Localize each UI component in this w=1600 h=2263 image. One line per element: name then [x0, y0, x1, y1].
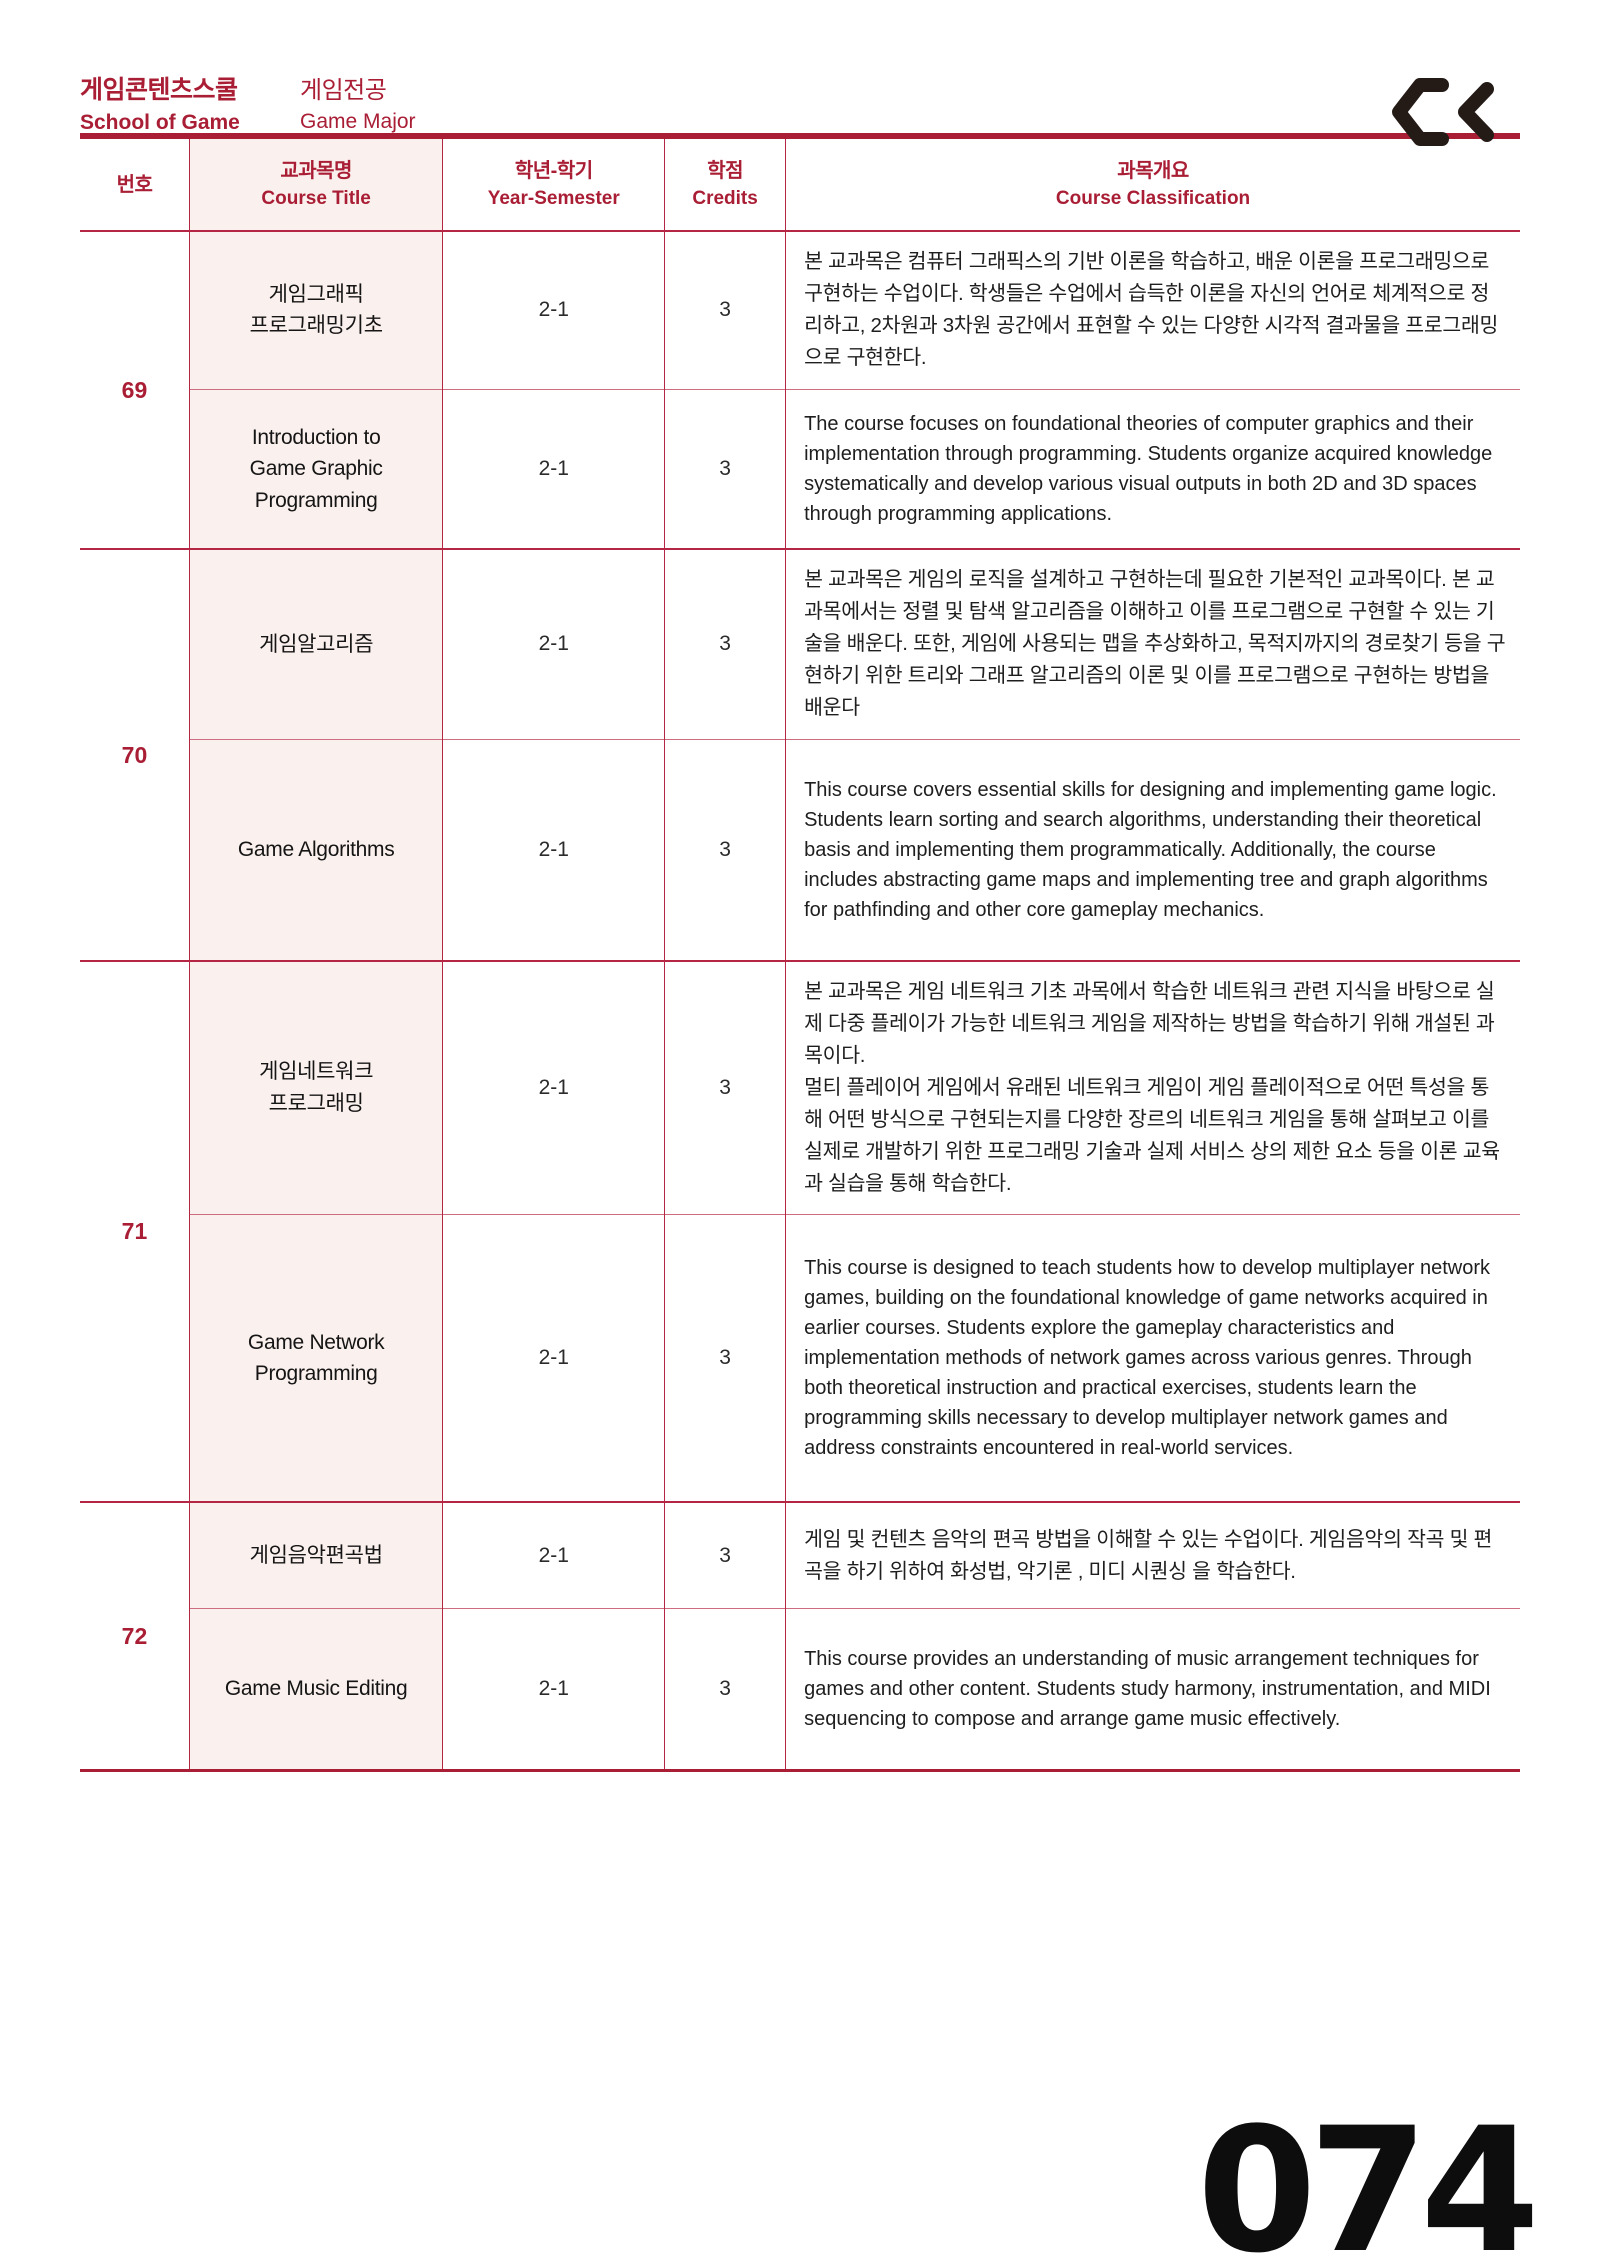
credits-cell: 3 — [664, 1501, 786, 1609]
col-header-year-semester: 학년-학기 Year-Semester — [442, 136, 665, 232]
course-row-69-korean: 69 게임그래픽 프로그래밍기초 2-1 3 본 교과목은 컴퓨터 그래픽스의 … — [80, 230, 1520, 549]
major-name-korean: 게임전공 — [300, 77, 387, 104]
school-name-block: 게임콘텐츠스쿨 School of Game — [80, 70, 240, 135]
col-header-number: 번호 — [80, 136, 190, 232]
credits-cell: 3 — [664, 230, 786, 389]
course-row-69-english: Introduction to Game Graphic Programming… — [80, 388, 1520, 549]
year-semester-cell: 2-1 — [442, 1213, 665, 1503]
course-description-korean: 본 교과목은 게임 네트워크 기초 과목에서 학습한 네트워크 관련 지식을 바… — [785, 959, 1520, 1215]
course-number: 70 — [80, 548, 190, 961]
course-description-english: This course covers essential skills for … — [785, 738, 1520, 961]
credits-cell: 3 — [664, 959, 786, 1215]
credits-cell: 3 — [664, 738, 786, 961]
course-row-70-english: Game Algorithms 2-1 3 This course covers… — [80, 738, 1520, 961]
document-header: 게임콘텐츠스쿨 School of Game 게임전공 Game Major — [80, 0, 1520, 146]
col-header-course-title: 교과목명 Course Title — [188, 136, 443, 232]
col-header-credits: 학점 Credits — [664, 136, 786, 232]
year-semester-cell: 2-1 — [442, 959, 665, 1215]
year-semester-cell: 2-1 — [442, 1501, 665, 1609]
course-title-korean: 게임음악편곡법 — [188, 1501, 443, 1609]
course-row-70-korean: 70 게임알고리즘 2-1 3 본 교과목은 게임의 로직을 설계하고 구현하는… — [80, 548, 1520, 961]
school-name-english: School of Game — [80, 111, 240, 134]
col-header-course-classification: 과목개요 Course Classification — [785, 136, 1520, 232]
course-description-english: This course provides an understanding of… — [785, 1607, 1520, 1771]
credits-cell: 3 — [664, 1213, 786, 1503]
year-semester-cell: 2-1 — [442, 738, 665, 961]
course-description-english: The course focuses on foundational theor… — [785, 388, 1520, 549]
course-description-english: This course is designed to teach student… — [785, 1213, 1520, 1503]
course-table: 번호 교과목명 Course Title 학년-학기 Year-Semester… — [80, 133, 1520, 1772]
course-number: 71 — [80, 959, 190, 1503]
course-row-72-korean: 72 게임음악편곡법 2-1 3 게임 및 컨텐츠 음악의 편곡 방법을 이해할… — [80, 1501, 1520, 1771]
course-number: 72 — [80, 1501, 190, 1771]
school-name-korean: 게임콘텐츠스쿨 — [80, 76, 238, 104]
course-title-korean: 게임네트워크 프로그래밍 — [188, 959, 443, 1215]
course-description-korean: 본 교과목은 컴퓨터 그래픽스의 기반 이론을 학습하고, 배운 이론을 프로그… — [785, 230, 1520, 389]
course-row-71-korean: 71 게임네트워크 프로그래밍 2-1 3 본 교과목은 게임 네트워크 기초 … — [80, 959, 1520, 1503]
credits-cell: 3 — [664, 1607, 786, 1771]
course-row-72-english: Game Music Editing 2-1 3 This course pro… — [80, 1607, 1520, 1771]
course-title-english: Game Music Editing — [188, 1607, 443, 1771]
course-title-english: Game Network Programming — [188, 1213, 443, 1503]
course-description-korean: 본 교과목은 게임의 로직을 설계하고 구현하는데 필요한 기본적인 교과목이다… — [785, 548, 1520, 739]
course-title-korean: 게임알고리즘 — [188, 548, 443, 739]
ck-double-chevron-logo-icon — [1392, 78, 1494, 146]
course-title-english: Game Algorithms — [188, 738, 443, 961]
credits-cell: 3 — [664, 548, 786, 739]
year-semester-cell: 2-1 — [442, 230, 665, 389]
course-row-71-english: Game Network Programming 2-1 3 This cour… — [80, 1213, 1520, 1503]
year-semester-cell: 2-1 — [442, 388, 665, 549]
major-name-block: 게임전공 Game Major — [300, 70, 416, 134]
course-number: 69 — [80, 230, 190, 549]
major-name-english: Game Major — [300, 110, 416, 133]
course-table-header: 번호 교과목명 Course Title 학년-학기 Year-Semester… — [80, 136, 1520, 232]
year-semester-cell: 2-1 — [442, 548, 665, 739]
course-description-korean: 게임 및 컨텐츠 음악의 편곡 방법을 이해할 수 있는 수업이다. 게임음악의… — [785, 1501, 1520, 1609]
header-row: 번호 교과목명 Course Title 학년-학기 Year-Semester… — [80, 136, 1520, 232]
course-title-english: Introduction to Game Graphic Programming — [188, 388, 443, 549]
credits-cell: 3 — [664, 388, 786, 549]
page-number: 074 — [1196, 2090, 1540, 2263]
year-semester-cell: 2-1 — [442, 1607, 665, 1771]
course-title-korean: 게임그래픽 프로그래밍기초 — [188, 230, 443, 389]
